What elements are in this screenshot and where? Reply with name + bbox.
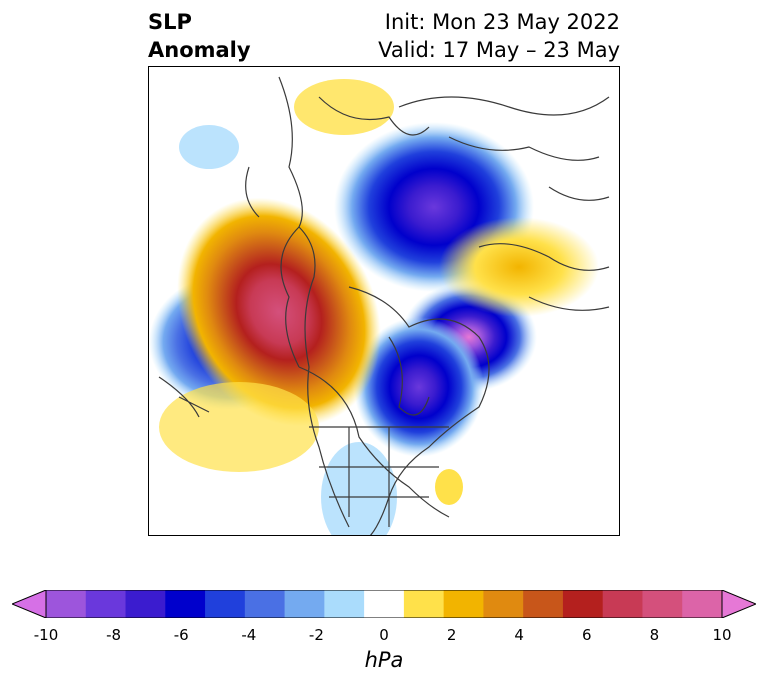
- low-gulf: [321, 442, 397, 535]
- colorbar-segment: [244, 590, 286, 618]
- colorbar-tick-label: 6: [582, 626, 592, 644]
- colorbar-segment: [562, 590, 604, 618]
- colorbar-segment: [483, 590, 524, 618]
- colorbar-tick-label: -4: [241, 626, 257, 644]
- colorbar-segment: [523, 590, 564, 618]
- colorbar-segment: [403, 590, 445, 618]
- colorbar-segment: [642, 590, 683, 618]
- colorbar-tick-label: 8: [649, 626, 660, 644]
- colorbar-left-extension: [12, 590, 47, 618]
- low-arctic-w: [179, 125, 239, 169]
- colorbar-segment: [364, 590, 405, 618]
- colorbar-segment: [443, 590, 484, 618]
- colorbar-right-extension: [721, 590, 756, 618]
- colorbar-tick-labels: -10 -8 -6 -4 -2 0 2 4 6 8 10: [0, 626, 768, 646]
- colorbar-outline: [45, 590, 723, 618]
- colorbar-tick-label: 2: [446, 626, 457, 644]
- coastlines: [158, 76, 610, 535]
- title-line-1: SLP: [148, 10, 192, 34]
- colorbar-segment: [682, 590, 723, 618]
- high-west: [177, 197, 381, 427]
- high-pac-south: [159, 382, 319, 472]
- title-line-2: Anomaly: [148, 38, 251, 62]
- map-panel: [148, 66, 620, 536]
- colorbar-segment: [165, 590, 206, 618]
- colorbar-tick-label: 4: [514, 626, 524, 644]
- colorbar-tick-label: 0: [379, 626, 389, 644]
- colorbar-segment: [85, 590, 127, 618]
- high-europe: [294, 79, 394, 135]
- colorbar-tick-label: -8: [106, 626, 122, 644]
- colorbar-tick-label: 10: [712, 626, 732, 644]
- low-hudson: [354, 317, 484, 457]
- colorbar-segment: [324, 590, 365, 618]
- colorbar-tick-label: -6: [173, 626, 189, 644]
- chart-subtitle: Init: Mon 23 May 2022 Valid: 17 May – 23…: [378, 8, 620, 64]
- colorbar-segment: [205, 590, 246, 618]
- high-siberia: [439, 217, 599, 317]
- chart-title: SLP Anomaly: [148, 8, 251, 64]
- colorbar-segment: [125, 590, 166, 618]
- init-date: Init: Mon 23 May 2022: [384, 10, 620, 34]
- anomaly-map: [149, 76, 610, 535]
- colorbar-segment: [602, 590, 643, 618]
- valid-range: Valid: 17 May – 23 May: [378, 38, 620, 62]
- colorbar-tick-label: -10: [33, 626, 59, 644]
- colorbar-tick-label: -2: [308, 626, 324, 644]
- colorbar-segment: [284, 590, 325, 618]
- colorbar-segment: [46, 590, 87, 618]
- colorbar-units: hPa: [364, 648, 404, 672]
- colorbar: [12, 590, 756, 618]
- high-atlantic: [435, 469, 463, 505]
